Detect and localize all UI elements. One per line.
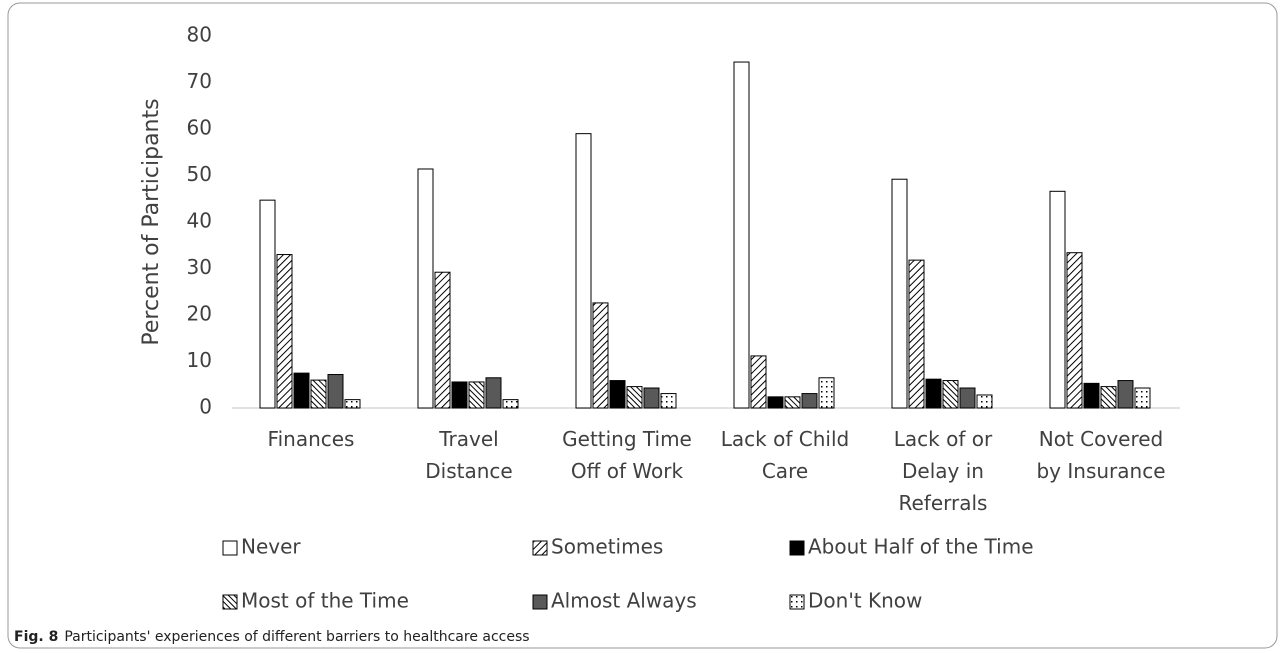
caption: Fig. 8 Participants' experiences of diffe… bbox=[14, 629, 530, 645]
bar bbox=[344, 399, 361, 409]
bar bbox=[310, 379, 327, 409]
bar bbox=[626, 386, 643, 409]
y-tick-label: 40 bbox=[187, 209, 212, 233]
x-tick-label: Finances bbox=[268, 427, 355, 451]
bar bbox=[643, 387, 660, 409]
bar bbox=[942, 380, 959, 409]
x-tick-label: Travel Distance bbox=[425, 427, 512, 483]
legend-label: Never bbox=[241, 535, 301, 559]
bar bbox=[925, 378, 942, 409]
bar bbox=[660, 393, 677, 409]
bar bbox=[592, 302, 609, 409]
legend-swatch bbox=[789, 540, 805, 556]
legend-label: About Half of the Time bbox=[808, 535, 1034, 559]
bar bbox=[468, 381, 485, 409]
bar bbox=[575, 133, 592, 409]
bar bbox=[609, 380, 626, 409]
legend-swatch bbox=[789, 594, 805, 610]
bar bbox=[976, 394, 993, 409]
x-tick-label: Lack of Child Care bbox=[721, 427, 849, 483]
y-tick-label: 50 bbox=[187, 162, 212, 186]
bar bbox=[1066, 252, 1083, 409]
bar bbox=[502, 399, 519, 409]
bar bbox=[784, 396, 801, 409]
bar bbox=[485, 377, 502, 409]
bar bbox=[276, 254, 293, 409]
bar bbox=[891, 178, 908, 409]
legend-label: Don't Know bbox=[808, 589, 922, 613]
legend-label: Sometimes bbox=[551, 535, 663, 559]
caption-label: Fig. 8 bbox=[14, 629, 58, 645]
bar bbox=[1100, 386, 1117, 409]
bar bbox=[1134, 387, 1151, 409]
legend-swatch bbox=[532, 594, 548, 610]
bar bbox=[417, 168, 434, 409]
bar bbox=[750, 355, 767, 409]
bar bbox=[293, 372, 310, 409]
x-tick-label: Lack of or Delay in Referrals bbox=[894, 427, 993, 515]
y-tick-label: 30 bbox=[187, 255, 212, 279]
y-axis-label: Percent of Participants bbox=[139, 98, 164, 345]
y-tick-label: 20 bbox=[187, 302, 212, 326]
bar bbox=[818, 377, 835, 409]
bar bbox=[959, 387, 976, 409]
bar bbox=[1049, 190, 1066, 409]
bar bbox=[733, 61, 750, 409]
bar bbox=[434, 271, 451, 409]
legend-swatch bbox=[222, 594, 238, 610]
bar bbox=[327, 374, 344, 409]
bar bbox=[451, 381, 468, 409]
frame bbox=[7, 2, 1278, 649]
bar bbox=[767, 396, 784, 409]
legend-label: Most of the Time bbox=[241, 589, 409, 613]
bar bbox=[801, 393, 818, 409]
y-tick-label: 0 bbox=[199, 395, 212, 419]
y-tick-label: 80 bbox=[187, 23, 212, 47]
caption-text: Participants' experiences of different b… bbox=[64, 629, 529, 645]
x-tick-label: Not Covered by Insurance bbox=[1036, 427, 1165, 483]
legend-swatch bbox=[222, 540, 238, 556]
bar bbox=[259, 199, 276, 409]
bar bbox=[1117, 380, 1134, 409]
x-tick-label: Getting Time Off of Work bbox=[562, 427, 692, 483]
legend-label: Almost Always bbox=[551, 589, 697, 613]
y-tick-label: 70 bbox=[187, 69, 212, 93]
y-tick-label: 10 bbox=[187, 348, 212, 372]
y-tick-label: 60 bbox=[187, 116, 212, 140]
legend-swatch bbox=[532, 540, 548, 556]
bar bbox=[1083, 382, 1100, 409]
bar bbox=[908, 259, 925, 409]
